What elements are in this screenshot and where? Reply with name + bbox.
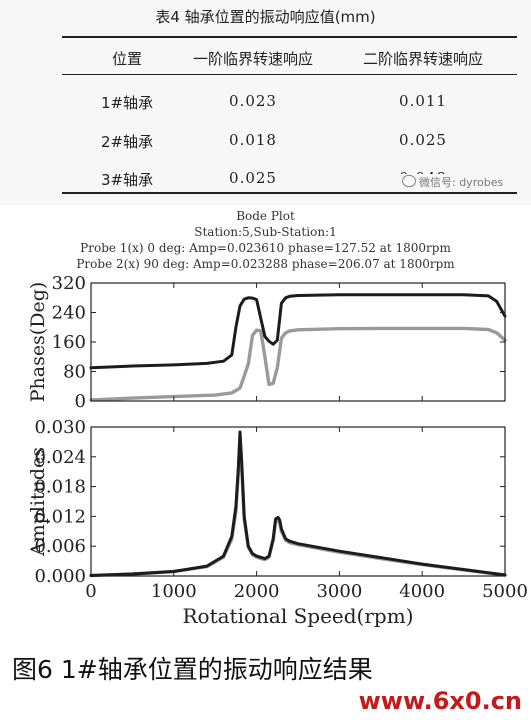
amplitude-ytick-label: 0.000	[34, 566, 86, 587]
phase-ytick-label: 0	[75, 391, 86, 412]
phase-ytick-label: 320	[52, 273, 86, 294]
table-cell-row1-position: 1#轴承	[100, 94, 154, 112]
wechat-icon	[402, 175, 416, 187]
chart-station: Station:5,Sub-Station:1	[194, 225, 337, 239]
response-table: 表4 轴承位置的振动响应值(mm) 位置 一阶临界转速响应 二阶临界转速响应 1…	[0, 0, 531, 205]
watermark-text: 微信号: dyrobes	[419, 176, 504, 189]
amplitude-series-0	[89, 430, 507, 577]
table-cell-row2-position: 2#轴承	[100, 133, 154, 151]
amplitude-ytick-label: 0.024	[34, 447, 86, 468]
amplitude-ytick-label: 0.006	[34, 536, 86, 557]
chart-probe1-info: Probe 1(x) 0 deg: Amp=0.023610 phase=127…	[80, 241, 451, 255]
phase-ytick-label: 240	[52, 303, 86, 324]
table-header-rule	[62, 74, 517, 75]
bode-plot: 0 80 160 240 320 Phases(Deg) 0.000 0.006 0.012 0.…	[0, 205, 531, 640]
phase-ytick-label: 80	[63, 362, 86, 383]
amplitude-xtick-label: 1000	[151, 581, 197, 602]
table-cell-row3-first: 0.025	[229, 169, 277, 187]
amplitude-xtick-label: 0	[85, 581, 96, 602]
phase-series-0	[89, 293, 507, 370]
amplitude-ylabel: Amplitudes	[27, 447, 49, 557]
wechat-watermark: 微信号: dyrobes	[400, 174, 506, 190]
table-cell-row1-first: 0.023	[229, 92, 277, 110]
chart-probe2-info: Probe 2(x) 90 deg: Amp=0.023288 phase=20…	[76, 257, 455, 271]
phase-ytick-label: 160	[52, 332, 86, 353]
table-header-position: 位置	[111, 50, 143, 68]
table-cell-row2-first: 0.018	[229, 131, 277, 149]
phase-ylabel: Phases(Deg)	[27, 282, 49, 403]
table-header-first-critical: 一阶临界转速响应	[192, 50, 314, 68]
amplitude-xlabel: Rotational Speed(rpm)	[182, 604, 413, 628]
amplitude-xtick-label: 5000	[482, 581, 528, 602]
phase-series-1	[89, 326, 507, 402]
amplitude-panel: 0.000 0.006 0.012 0.018 0.024 0.030 0 1000 2000 3…	[27, 417, 528, 628]
table-cell-row1-second: 0.011	[399, 92, 447, 110]
table-header-second-critical: 二阶临界转速响应	[362, 50, 484, 68]
figure-caption: 图6 1#轴承位置的振动响应结果	[12, 655, 373, 684]
amplitude-xtick-label: 2000	[234, 581, 280, 602]
amplitude-xtick-label: 3000	[316, 581, 362, 602]
table-cell-row3-position: 3#轴承	[100, 171, 154, 189]
table-top-rule	[62, 36, 517, 38]
amplitude-ytick-label: 0.030	[34, 417, 86, 438]
table-cell-row2-second: 0.025	[399, 131, 447, 149]
amplitude-frame	[90, 426, 506, 577]
amplitude-xtick-label: 4000	[399, 581, 445, 602]
amplitude-ytick-label: 0.012	[34, 506, 86, 527]
amplitude-ytick-label: 0.018	[34, 477, 86, 498]
amplitude-series-1	[89, 437, 507, 578]
table-bottom-rule	[62, 192, 517, 194]
phase-frame	[90, 282, 506, 402]
bode-plot-svg: 080160240320Phases(Deg)0.0000.0060.0120.…	[27, 273, 528, 628]
chart-title: Bode Plot	[236, 209, 295, 223]
table-title: 表4 轴承位置的振动响应值(mm)	[155, 8, 376, 26]
site-logo: www.6x0.cn	[355, 687, 525, 715]
